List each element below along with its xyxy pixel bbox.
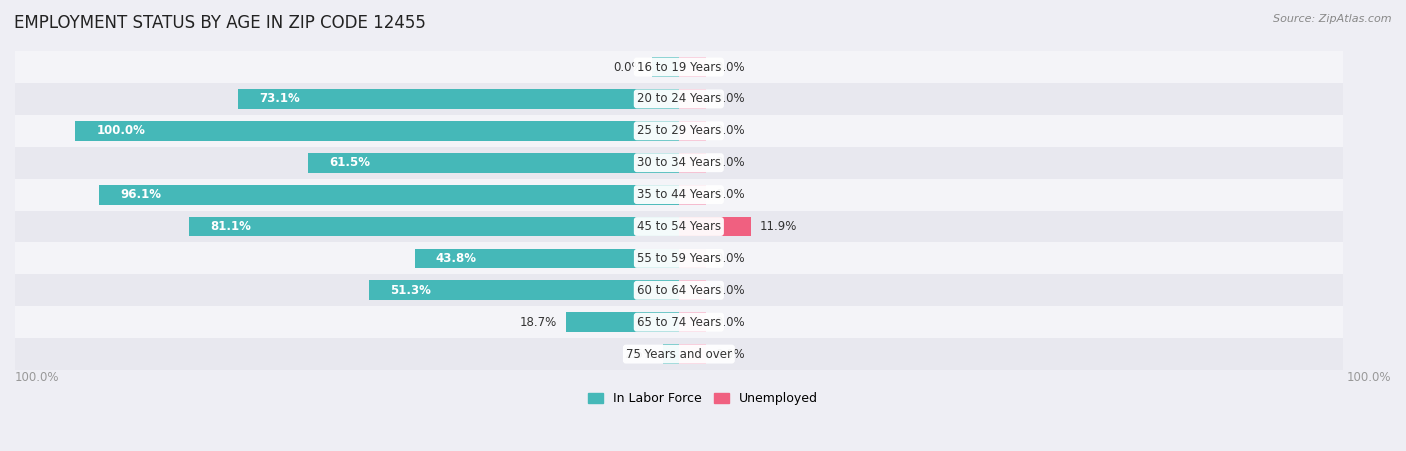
Text: 2.6%: 2.6%	[624, 348, 654, 361]
Bar	[15, 115, 1343, 147]
Text: 45 to 54 Years: 45 to 54 Years	[637, 220, 721, 233]
Bar	[15, 147, 1343, 179]
Text: 0.0%: 0.0%	[716, 188, 745, 201]
Bar	[15, 211, 1343, 243]
Bar	[238, 89, 679, 109]
Text: 73.1%: 73.1%	[259, 92, 299, 106]
Bar	[98, 185, 679, 204]
Text: 43.8%: 43.8%	[436, 252, 477, 265]
Text: 16 to 19 Years: 16 to 19 Years	[637, 60, 721, 74]
Bar	[15, 243, 1343, 274]
Bar	[679, 312, 706, 332]
Text: 55 to 59 Years: 55 to 59 Years	[637, 252, 721, 265]
Bar	[15, 274, 1343, 306]
Bar	[15, 306, 1343, 338]
Text: 0.0%: 0.0%	[716, 284, 745, 297]
Text: 18.7%: 18.7%	[520, 316, 557, 329]
Text: Source: ZipAtlas.com: Source: ZipAtlas.com	[1274, 14, 1392, 23]
Text: 0.0%: 0.0%	[716, 252, 745, 265]
Text: 0.0%: 0.0%	[716, 124, 745, 137]
Text: 0.0%: 0.0%	[716, 92, 745, 106]
Text: 0.0%: 0.0%	[716, 316, 745, 329]
Bar	[15, 179, 1343, 211]
Text: 0.0%: 0.0%	[716, 156, 745, 169]
Text: 30 to 34 Years: 30 to 34 Years	[637, 156, 721, 169]
Text: 81.1%: 81.1%	[211, 220, 252, 233]
Text: 100.0%: 100.0%	[1347, 371, 1391, 384]
Bar	[15, 51, 1343, 83]
Bar	[679, 216, 751, 236]
Bar	[679, 344, 706, 364]
Text: 25 to 29 Years: 25 to 29 Years	[637, 124, 721, 137]
Bar	[415, 249, 679, 268]
Text: 51.3%: 51.3%	[391, 284, 432, 297]
Text: 65 to 74 Years: 65 to 74 Years	[637, 316, 721, 329]
Bar	[76, 121, 679, 141]
Text: 75 Years and over: 75 Years and over	[626, 348, 733, 361]
Text: 35 to 44 Years: 35 to 44 Years	[637, 188, 721, 201]
Bar	[652, 57, 679, 77]
Bar	[308, 153, 679, 173]
Text: 100.0%: 100.0%	[15, 371, 59, 384]
Text: 96.1%: 96.1%	[120, 188, 162, 201]
Bar	[664, 344, 679, 364]
Bar	[679, 121, 706, 141]
Bar	[190, 216, 679, 236]
Bar	[679, 57, 706, 77]
Text: 0.0%: 0.0%	[716, 60, 745, 74]
Text: 61.5%: 61.5%	[329, 156, 370, 169]
Bar	[679, 185, 706, 204]
Bar	[15, 338, 1343, 370]
Text: 11.9%: 11.9%	[759, 220, 797, 233]
Bar	[679, 249, 706, 268]
Legend: In Labor Force, Unemployed: In Labor Force, Unemployed	[588, 392, 818, 405]
Text: 0.0%: 0.0%	[613, 60, 643, 74]
Text: 100.0%: 100.0%	[97, 124, 145, 137]
Text: EMPLOYMENT STATUS BY AGE IN ZIP CODE 12455: EMPLOYMENT STATUS BY AGE IN ZIP CODE 124…	[14, 14, 426, 32]
Bar	[679, 153, 706, 173]
Bar	[15, 83, 1343, 115]
Bar	[679, 281, 706, 300]
Bar	[370, 281, 679, 300]
Bar	[679, 89, 706, 109]
Bar	[567, 312, 679, 332]
Text: 60 to 64 Years: 60 to 64 Years	[637, 284, 721, 297]
Text: 20 to 24 Years: 20 to 24 Years	[637, 92, 721, 106]
Text: 0.0%: 0.0%	[716, 348, 745, 361]
